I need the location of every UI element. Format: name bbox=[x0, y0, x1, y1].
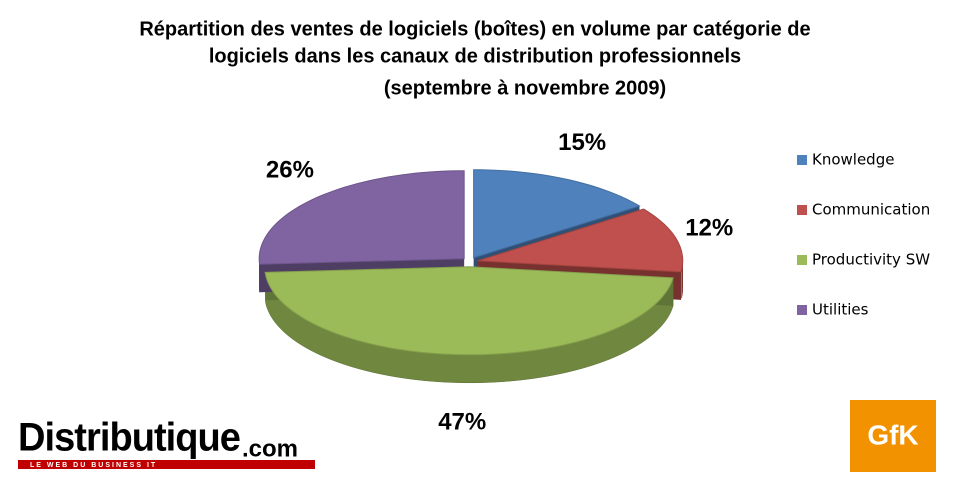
logo-left: Distributique .com LE WEB DU BUSINESS IT bbox=[18, 416, 315, 469]
value-label: 15% bbox=[558, 129, 606, 156]
value-label: 26% bbox=[266, 156, 314, 183]
logo-suffix: .com bbox=[242, 435, 298, 462]
logo-right: GfK bbox=[850, 400, 936, 472]
legend-swatch bbox=[797, 205, 807, 215]
logo-box bbox=[850, 400, 936, 472]
slice bbox=[473, 169, 641, 259]
legend-label: Knowledge bbox=[812, 151, 894, 169]
slice bbox=[477, 208, 684, 273]
legend-swatch bbox=[797, 255, 807, 265]
slice bbox=[264, 266, 674, 356]
chart-title: (septembre à novembre 2009) bbox=[384, 77, 666, 99]
logo-text: Distributique bbox=[18, 416, 240, 460]
legend-swatch bbox=[797, 305, 807, 315]
legend-swatch bbox=[797, 155, 807, 165]
value-label: 47% bbox=[438, 408, 486, 435]
logo-text: GfK bbox=[867, 419, 918, 450]
slice bbox=[258, 170, 465, 265]
logo-tagline: LE WEB DU BUSINESS IT bbox=[30, 462, 157, 469]
slice-tops bbox=[258, 169, 684, 356]
legend-label: Productivity SW bbox=[812, 251, 930, 269]
value-label: 12% bbox=[685, 214, 733, 241]
chart-title: Répartition des ventes de logiciels (boî… bbox=[139, 18, 810, 40]
logo-bar bbox=[18, 460, 315, 469]
legend-label: Communication bbox=[812, 201, 930, 219]
legend-label: Utilities bbox=[812, 301, 869, 319]
chart-title: logiciels dans les canaux de distributio… bbox=[209, 45, 741, 67]
